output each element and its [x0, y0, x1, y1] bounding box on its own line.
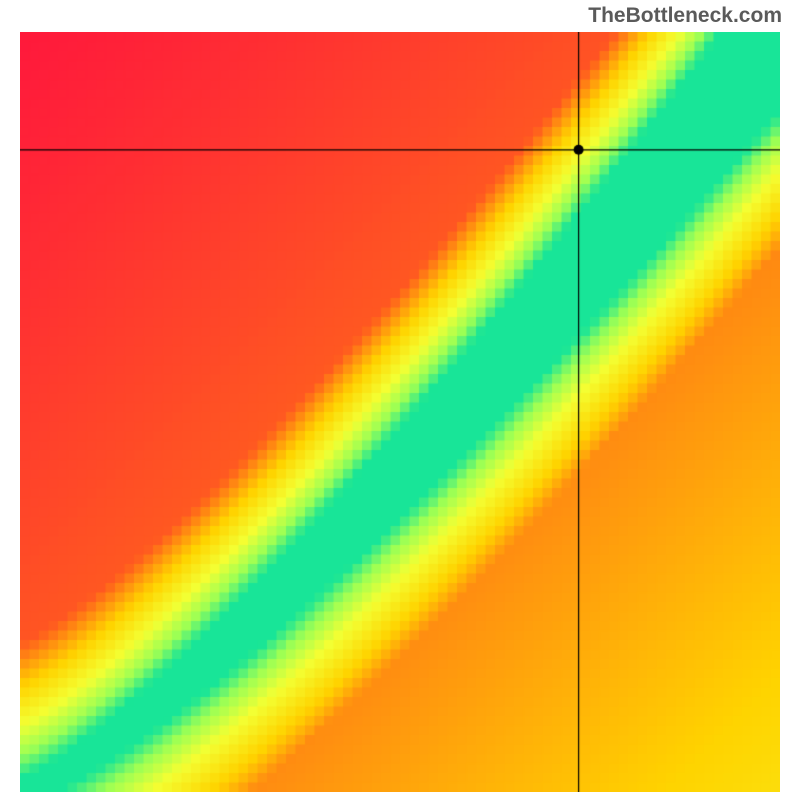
heatmap-canvas	[20, 32, 780, 792]
watermark-text: TheBottleneck.com	[588, 4, 782, 28]
heatmap-plot	[20, 32, 780, 792]
chart-container: TheBottleneck.com	[0, 0, 800, 800]
